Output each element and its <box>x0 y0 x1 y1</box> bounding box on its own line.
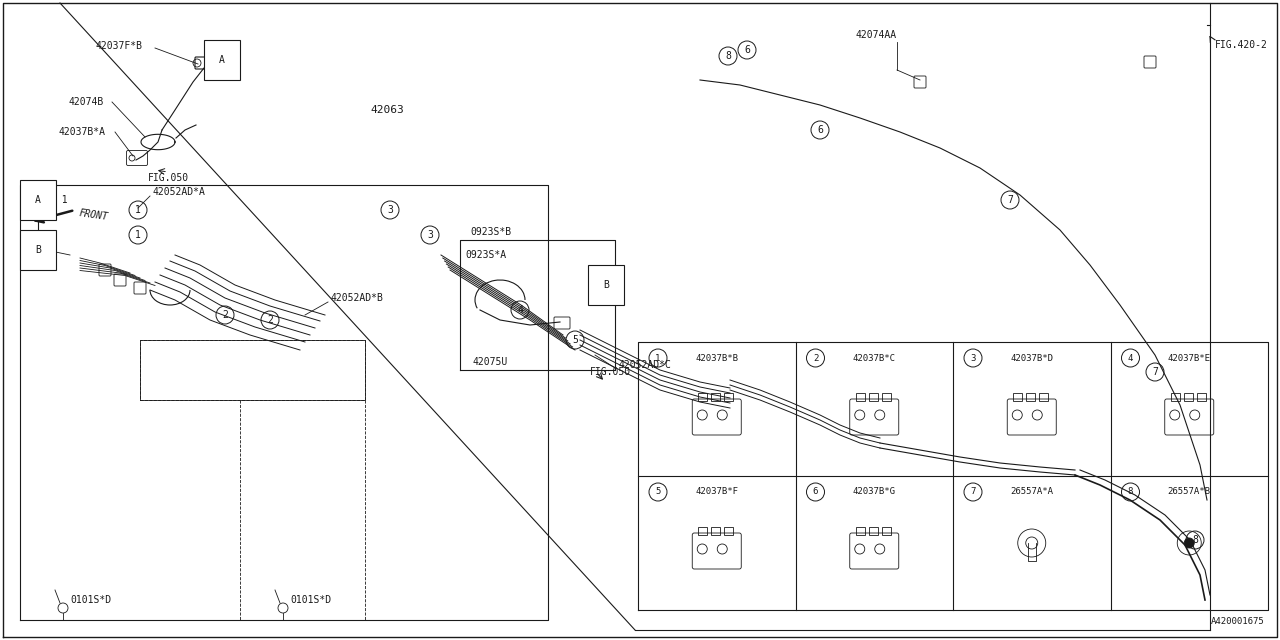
Text: 42052AD*C: 42052AD*C <box>618 360 671 370</box>
Text: 0101S*D: 0101S*D <box>291 595 332 605</box>
Text: 7: 7 <box>1152 367 1158 377</box>
Text: 1: 1 <box>136 230 141 240</box>
Text: 3: 3 <box>387 205 393 215</box>
Text: 3: 3 <box>970 353 975 362</box>
Text: 42063: 42063 <box>370 105 403 115</box>
Text: A: A <box>219 55 225 65</box>
Text: FIG.050: FIG.050 <box>590 367 631 377</box>
Text: 4: 4 <box>517 305 524 315</box>
Text: 42037B*G: 42037B*G <box>852 488 896 497</box>
Text: 8: 8 <box>1128 488 1133 497</box>
Text: 1: 1 <box>50 195 68 205</box>
Text: 4: 4 <box>1128 353 1133 362</box>
Text: 42037B*F: 42037B*F <box>695 488 739 497</box>
Text: 42037F*B: 42037F*B <box>95 41 142 51</box>
Text: 1: 1 <box>655 353 660 362</box>
Text: 26557A*B: 26557A*B <box>1167 488 1211 497</box>
Text: B: B <box>603 280 609 290</box>
Text: 42075U: 42075U <box>472 357 507 367</box>
Text: 8: 8 <box>724 51 731 61</box>
Text: 42074AA: 42074AA <box>855 30 896 40</box>
Text: A: A <box>35 195 41 205</box>
Text: FRONT: FRONT <box>78 208 109 222</box>
Text: 5: 5 <box>572 335 579 345</box>
Text: 1: 1 <box>136 205 141 215</box>
Text: FIG.420-2: FIG.420-2 <box>1215 40 1268 50</box>
Text: 2: 2 <box>268 315 273 325</box>
Text: 7: 7 <box>1007 195 1012 205</box>
Text: 0923S*A: 0923S*A <box>465 250 506 260</box>
Text: A420001675: A420001675 <box>1211 618 1265 627</box>
Text: 0101S*D: 0101S*D <box>70 595 111 605</box>
Text: 3: 3 <box>428 230 433 240</box>
Circle shape <box>1184 538 1194 548</box>
Text: 42074B: 42074B <box>68 97 104 107</box>
Text: 6: 6 <box>813 488 818 497</box>
Text: 42037B*E: 42037B*E <box>1167 353 1211 362</box>
Text: 42052AD*A: 42052AD*A <box>152 187 205 197</box>
Text: 42052AD*B: 42052AD*B <box>330 293 383 303</box>
Text: FIG.050: FIG.050 <box>148 173 189 183</box>
Text: 6: 6 <box>817 125 823 135</box>
Text: B: B <box>35 245 41 255</box>
Text: 2: 2 <box>813 353 818 362</box>
Text: 0923S*B: 0923S*B <box>470 227 511 237</box>
Text: 26557A*A: 26557A*A <box>1010 488 1053 497</box>
Text: 2: 2 <box>221 310 228 320</box>
Text: 42037B*A: 42037B*A <box>58 127 105 137</box>
Text: 42037B*B: 42037B*B <box>695 353 739 362</box>
Text: 7: 7 <box>970 488 975 497</box>
Text: 8: 8 <box>1192 535 1198 545</box>
Text: 6: 6 <box>744 45 750 55</box>
Text: 42037B*C: 42037B*C <box>852 353 896 362</box>
Text: 5: 5 <box>655 488 660 497</box>
Text: 42037B*D: 42037B*D <box>1010 353 1053 362</box>
